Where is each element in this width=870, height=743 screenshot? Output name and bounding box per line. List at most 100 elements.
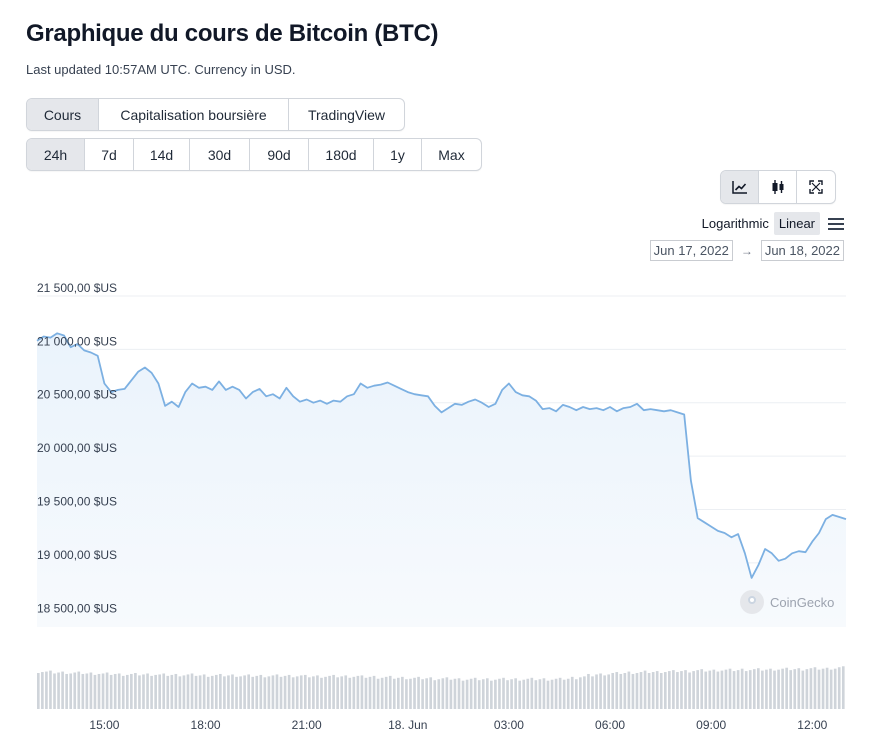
volume-bar	[777, 669, 780, 709]
volume-bar	[809, 668, 813, 709]
volume-bar	[785, 667, 788, 709]
volume-bar	[190, 673, 194, 709]
volume-bar	[554, 678, 558, 709]
view-tabs: Cours Capitalisation boursière TradingVi…	[26, 98, 405, 131]
volume-bar	[550, 679, 554, 709]
page-title: Graphique du cours de Bitcoin (BTC)	[26, 20, 439, 47]
tab-market-cap[interactable]: Capitalisation boursière	[99, 99, 289, 130]
volume-bar	[348, 677, 352, 709]
volume-bar	[263, 677, 267, 709]
candlestick-chart-button[interactable]	[759, 171, 797, 203]
volume-bar	[89, 672, 93, 709]
range-tabs: 24h 7d 14d 30d 90d 180d 1y Max	[26, 138, 482, 171]
volume-bar	[825, 667, 829, 709]
volume-bar	[316, 675, 319, 709]
volume-bar	[113, 673, 117, 709]
volume-bar	[271, 675, 275, 709]
volume-bar	[833, 668, 837, 709]
date-from-input[interactable]: Jun 17, 2022	[649, 240, 733, 261]
volume-bar	[789, 670, 793, 709]
volume-bar	[769, 668, 772, 709]
range-90d-button[interactable]: 90d	[250, 139, 309, 170]
date-to-input[interactable]: Jun 18, 2022	[760, 240, 844, 261]
volume-bar	[417, 676, 420, 709]
volume-bar	[162, 673, 166, 709]
linear-scale-option[interactable]: Linear	[773, 212, 820, 235]
volume-bar	[700, 669, 704, 709]
volume-bar	[138, 675, 141, 709]
volume-bar	[817, 669, 821, 709]
volume-bar	[421, 679, 424, 709]
price-line	[36, 332, 847, 579]
volume-bar	[77, 671, 81, 709]
volume-bar	[125, 674, 129, 709]
range-1y-button[interactable]: 1y	[374, 139, 422, 170]
range-180d-button[interactable]: 180d	[309, 139, 374, 170]
y-tick-label: 19 000,00 $US	[37, 548, 117, 562]
y-tick-label: 20 000,00 $US	[37, 441, 117, 455]
volume-bar	[409, 678, 412, 709]
logarithmic-scale-option[interactable]: Logarithmic	[701, 216, 769, 231]
range-24h-button[interactable]: 24h	[27, 139, 85, 170]
volume-bar	[65, 673, 68, 709]
volume-bar	[595, 674, 598, 709]
volume-bar	[437, 679, 441, 709]
volume-bar	[461, 680, 465, 709]
range-7d-button[interactable]: 7d	[85, 139, 134, 170]
volume-bar	[672, 670, 675, 709]
volume-bar	[583, 676, 586, 709]
volume-bar	[591, 676, 594, 709]
volume-bar	[837, 667, 841, 709]
volume-bar	[303, 674, 307, 709]
volume-bar	[765, 669, 768, 709]
volume-bar	[287, 674, 291, 709]
volume-bar	[704, 671, 708, 709]
volume-bar	[243, 675, 246, 709]
tab-cours[interactable]: Cours	[27, 99, 99, 130]
volume-bar	[332, 674, 335, 709]
volume-bar	[494, 679, 497, 709]
volume-bar	[368, 676, 372, 709]
volume-bar	[481, 679, 485, 709]
volume-bar	[688, 672, 691, 709]
volume-bar	[105, 672, 109, 709]
volume-bar	[425, 678, 428, 709]
volume-bar	[239, 676, 242, 709]
volume-bar	[441, 678, 445, 709]
volume-bar	[97, 673, 101, 709]
volume-bar	[680, 671, 683, 709]
volume-bar	[194, 675, 198, 709]
volume-bar	[405, 679, 408, 709]
x-tick-label: 18. Jun	[388, 718, 427, 732]
volume-bar	[712, 669, 716, 709]
fullscreen-button[interactable]	[797, 171, 835, 203]
volume-bar	[198, 675, 202, 709]
volume-bar	[781, 668, 784, 709]
volume-bar	[134, 673, 137, 709]
volume-bar	[142, 674, 145, 709]
range-max-button[interactable]: Max	[438, 146, 465, 163]
fullscreen-icon	[809, 180, 823, 194]
volume-bar	[388, 675, 392, 709]
hamburger-menu-icon[interactable]	[828, 217, 844, 230]
volume-bar	[748, 670, 752, 709]
volume-bar	[453, 678, 457, 709]
volume-bar	[469, 678, 473, 709]
volume-bar	[251, 676, 255, 709]
volume-bar	[635, 673, 639, 709]
volume-bar	[587, 673, 590, 709]
volume-bar	[223, 676, 226, 709]
volume-bar	[449, 679, 453, 709]
volume-bar	[308, 677, 311, 709]
volume-bar	[558, 677, 562, 709]
volume-bar	[841, 666, 845, 709]
tab-tradingview[interactable]: TradingView	[307, 106, 386, 123]
range-14d-button[interactable]: 14d	[134, 139, 190, 170]
volume-bar	[69, 673, 73, 709]
volume-bar	[619, 673, 623, 709]
volume-bar	[490, 680, 493, 709]
price-chart[interactable]: 21 500,00 $US 21 000,00 $US 20 500,00 $US 2…	[0, 270, 870, 743]
line-chart-button[interactable]	[721, 171, 759, 203]
range-30d-button[interactable]: 30d	[190, 139, 250, 170]
volume-bar	[708, 670, 712, 709]
